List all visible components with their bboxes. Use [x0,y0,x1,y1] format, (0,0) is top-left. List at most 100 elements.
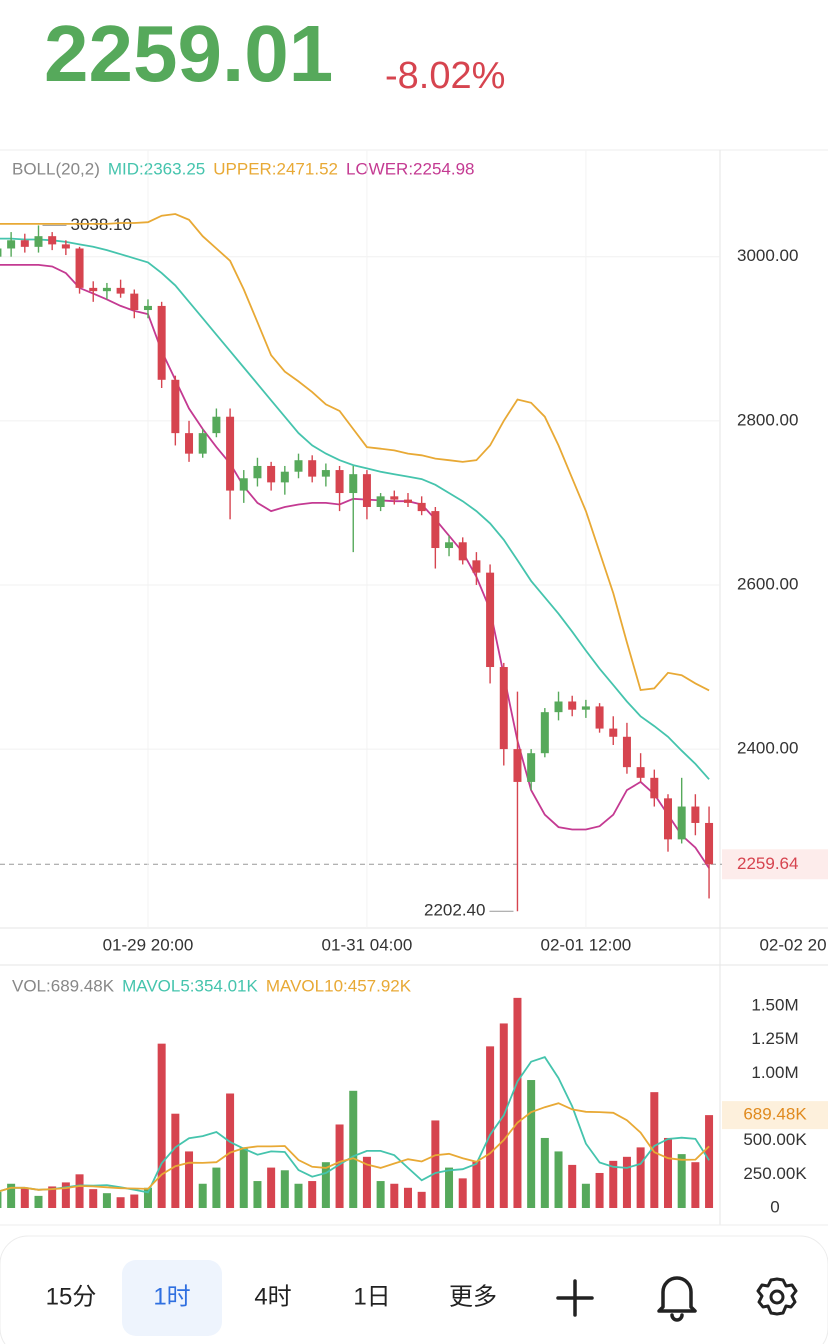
low-annotation: 2202.40 [424,901,485,920]
volume-bar [458,1178,467,1208]
price-change: -8.02% [385,55,505,97]
legend-item: MID:2363.25 [108,159,205,178]
candle-body [157,305,166,380]
candle-body [143,305,152,311]
y-tick-label: 2800.00 [737,410,798,429]
candle-body [171,379,180,434]
y-tick-label: 500.00K [743,1130,807,1149]
volume-bar [472,1160,481,1208]
legend-item: LOWER:2254.98 [346,159,475,178]
timeframe-tab[interactable]: 更多 [449,1283,497,1310]
candle-body [308,460,317,477]
tab-highlight [122,1260,222,1336]
current-volume-box [722,1101,828,1130]
candle-body [622,736,631,768]
candle-body [636,767,645,778]
candle-body [185,433,194,454]
volume-bar [130,1194,139,1208]
volume-bar [349,1090,358,1208]
candle-body [321,470,330,477]
volume-bar [431,1120,440,1208]
candle-body [499,667,508,750]
last-price-box [722,849,828,880]
candle-body [253,465,262,479]
add-icon[interactable] [556,1279,594,1317]
volume-bar [513,997,522,1208]
volume-bar [554,1151,563,1208]
volume-bar [691,1162,700,1208]
candle-body [48,236,57,245]
volume-bar [581,1183,590,1208]
candle-body [267,465,276,483]
candle-body [335,470,344,494]
volume-bar [7,1183,16,1208]
volume-bar [622,1156,631,1208]
candle-body [527,753,536,782]
volume-bar [663,1137,672,1208]
candle-body [376,496,385,507]
candle-body [705,822,714,865]
candle-body [7,240,16,249]
candle-body [61,244,70,249]
candle-body [280,471,289,483]
volume-bar [321,1162,330,1208]
candle-body [458,542,467,561]
settings-icon[interactable] [756,1277,798,1316]
candle-body [89,287,98,292]
volume-bar [636,1147,645,1208]
volume-bar [0,1191,2,1208]
volume-bar [595,1172,604,1208]
candle-body [226,416,235,491]
y-tick-label: 2600.00 [737,574,798,593]
volume-bar [239,1147,248,1208]
volume-bar [185,1151,194,1208]
volume-bar [527,1080,536,1208]
timeframe-tab[interactable]: 1时 [153,1283,190,1310]
volume-bar [705,1115,714,1208]
volume-bar [75,1174,84,1208]
legend-item: MAVOL10:457.92K [266,976,412,995]
candle-body [294,460,303,472]
indicator-line [0,264,710,869]
legend-item: UPPER:2471.52 [213,159,338,178]
timeframe-tab[interactable]: 1日 [353,1283,390,1310]
price-plot [0,150,720,928]
candle-body [691,806,700,823]
price-panel: BOLL(20,2) MID:2363.25 UPPER:2471.52 LOWER:… [0,159,828,954]
volume-bar [677,1154,686,1208]
legend-item: VOL:689.48K [12,976,115,995]
y-tick-label: 0 [770,1197,779,1216]
volume-bar [226,1093,235,1208]
volume-bar [540,1137,549,1208]
volume-bar [376,1181,385,1208]
alert-icon[interactable] [657,1276,697,1322]
candle-body [239,478,248,491]
candle-body [362,474,371,507]
candle-body [403,499,412,503]
y-tick-label: 1.00M [751,1063,798,1082]
volume-bar [143,1187,152,1208]
toolbar-tabs: 15分 1时 4时 1日 更多 [46,1260,497,1336]
candle-body [486,572,495,668]
volume-bar [198,1183,207,1208]
volume-bar [20,1187,29,1208]
volume-bar [102,1193,111,1208]
volume-bar [417,1191,426,1208]
current-volume-label: 689.48K [743,1105,807,1124]
x-tick-label: 02-01 12:00 [541,935,632,954]
candle-body [445,542,454,549]
candle-body [75,248,84,288]
candle-body [20,240,29,247]
y-tick-label: 3000.00 [737,246,798,265]
volume-panel: VOL:689.48K MAVOL5:354.01K MAVOL10:457.92K… [12,976,828,1216]
candle-body [663,798,672,840]
candle-body [581,706,590,710]
timeframe-tab[interactable]: 4时 [254,1283,291,1310]
candle-body [472,560,481,573]
volume-bar [48,1186,57,1208]
timeframe-tab[interactable]: 15分 [46,1283,97,1310]
volume-bar [116,1197,125,1208]
candle-body [34,236,43,247]
price: 2259.01 [44,9,333,98]
candle-body [609,728,618,737]
